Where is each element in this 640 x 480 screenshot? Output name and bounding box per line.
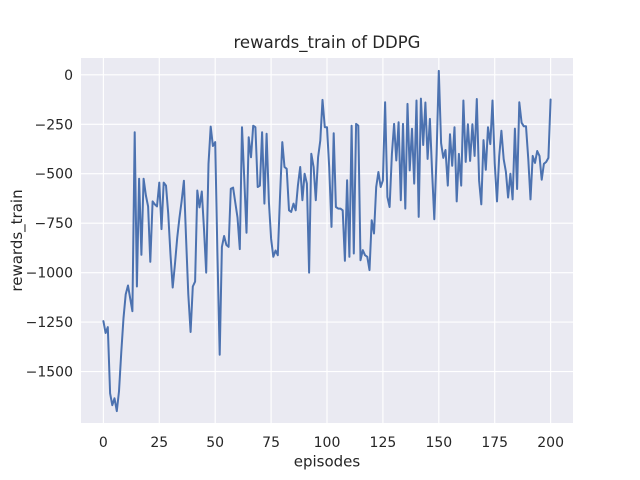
y-axis-label: rewards_train <box>8 189 27 291</box>
y-tick-label: 0 <box>64 68 73 84</box>
x-tick-label: 75 <box>262 435 280 451</box>
plot-area: 0 25 50 75 100 125 150 175 200 0 −250 −500 −750 −1000… <box>26 58 573 451</box>
y-tick-label: −1000 <box>26 266 73 282</box>
x-tick-label: 0 <box>99 435 108 451</box>
y-tick-label: −1250 <box>26 315 73 331</box>
x-tick-label: 125 <box>370 435 397 451</box>
x-tick-label: 25 <box>150 435 168 451</box>
x-tick-label: 200 <box>537 435 564 451</box>
chart-title: rewards_train of DDPG <box>234 33 421 53</box>
x-tick-label: 175 <box>481 435 508 451</box>
y-tick-label: −1500 <box>26 365 73 381</box>
x-tick-label: 150 <box>425 435 452 451</box>
reward-line <box>102 69 552 413</box>
y-tick-label: −500 <box>35 167 73 183</box>
x-tick-label: 100 <box>314 435 341 451</box>
y-tick-label: −250 <box>35 117 73 133</box>
x-tick-label: 50 <box>206 435 224 451</box>
x-axis-label: episodes <box>294 453 361 471</box>
y-tick-label: −750 <box>35 216 73 232</box>
